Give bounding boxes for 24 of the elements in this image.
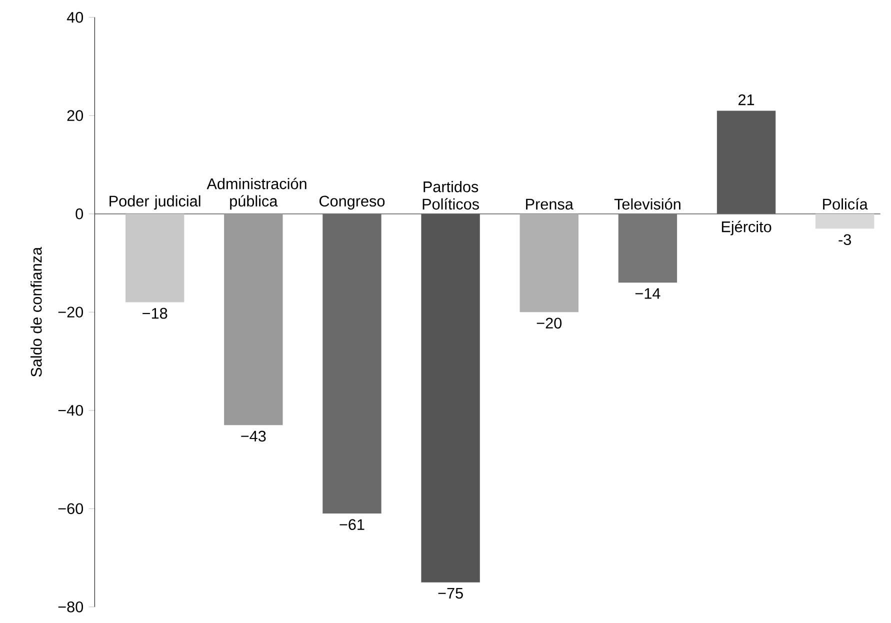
data-label: −75 [438,588,463,599]
data-label: 21 [738,94,754,106]
data-label: −43 [241,430,266,442]
y-tick-label: −60 [58,503,84,514]
data-label: −20 [536,318,562,329]
y-tick-label: 0 [76,208,84,220]
y-tick-label: −40 [58,405,84,416]
y-tick-label: 20 [67,110,84,122]
data-label: -3 [838,234,851,246]
y-tick-label: −20 [58,306,84,318]
x-tick-label: Partidos Políticos [422,181,479,210]
data-label: −18 [142,308,168,319]
x-tick-label: Administración pública [206,178,306,210]
x-tick-label: Poder judicial [110,195,200,210]
y-axis-title: Saldo de confianza [30,246,42,377]
data-label: −61 [340,519,364,530]
x-tick-label: Congreso [320,196,385,210]
y-tick-label: −80 [58,602,84,612]
data-label: −14 [635,288,660,299]
x-tick-label: Televisión [614,198,680,210]
x-tick-label: Prensa [526,198,574,210]
y-tick-label: 40 [66,12,84,23]
x-tick-label: Policía [823,198,868,210]
x-tick-label: Ejército [722,220,772,236]
